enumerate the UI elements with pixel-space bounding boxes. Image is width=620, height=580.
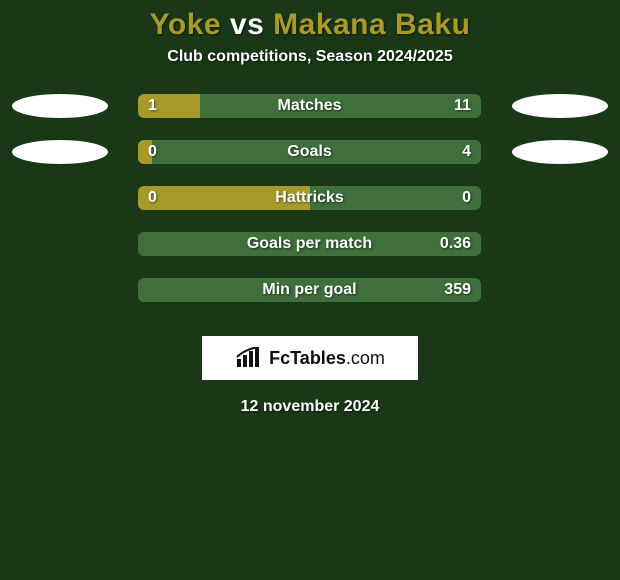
stat-bar: Goals per match 0.36 xyxy=(138,232,481,256)
stat-bar: Hattricks 0 0 xyxy=(138,186,481,210)
stat-label: Min per goal xyxy=(262,281,356,299)
stat-left-value: 0 xyxy=(148,189,157,207)
stat-right-value: 11 xyxy=(454,97,471,115)
logo-brand: FcTables xyxy=(269,348,346,368)
left-badge-ellipse xyxy=(12,140,108,164)
stat-label: Goals per match xyxy=(247,235,372,253)
logo-text: FcTables.com xyxy=(269,348,385,369)
right-badge-ellipse xyxy=(512,94,608,118)
stat-bar: Matches111 xyxy=(138,94,481,118)
subtitle: Club competitions, Season 2024/2025 xyxy=(0,48,620,66)
stat-right-value: 359 xyxy=(444,281,471,299)
page-title: Yoke vs Makana Baku xyxy=(0,0,620,42)
right-badge-ellipse xyxy=(512,140,608,164)
stat-row: Matches111 xyxy=(0,94,620,140)
stat-label: Hattricks xyxy=(275,189,343,207)
stat-right-value: 4 xyxy=(462,143,471,161)
stat-label: Matches xyxy=(277,97,341,115)
stat-right-value: 0 xyxy=(462,189,471,207)
stat-left-value: 1 xyxy=(148,97,157,115)
comparison-infographic: Yoke vs Makana Baku Club competitions, S… xyxy=(0,0,620,580)
date-label: 12 november 2024 xyxy=(0,398,620,416)
stat-right-value: 0.36 xyxy=(440,235,471,253)
stat-row: Goals 0 4 xyxy=(0,140,620,186)
title-vs: vs xyxy=(230,8,264,41)
stat-bar: Goals 0 4 xyxy=(138,140,481,164)
left-badge-ellipse xyxy=(12,94,108,118)
bar-chart-icon xyxy=(235,347,263,369)
stat-left-value: 0 xyxy=(148,143,157,161)
fctables-logo: FcTables.com xyxy=(202,336,418,380)
stat-row: Goals per match 0.36 xyxy=(0,232,620,278)
title-player1: Yoke xyxy=(150,8,221,41)
title-player2: Makana Baku xyxy=(273,8,470,41)
stats-chart: Matches111Goals04Hattricks00Goals per ma… xyxy=(0,94,620,324)
stat-row: Min per goal 359 xyxy=(0,278,620,324)
stat-label: Goals xyxy=(287,143,331,161)
stat-bar: Min per goal 359 xyxy=(138,278,481,302)
logo-domain: .com xyxy=(346,348,385,368)
stat-row: Hattricks 0 0 xyxy=(0,186,620,232)
